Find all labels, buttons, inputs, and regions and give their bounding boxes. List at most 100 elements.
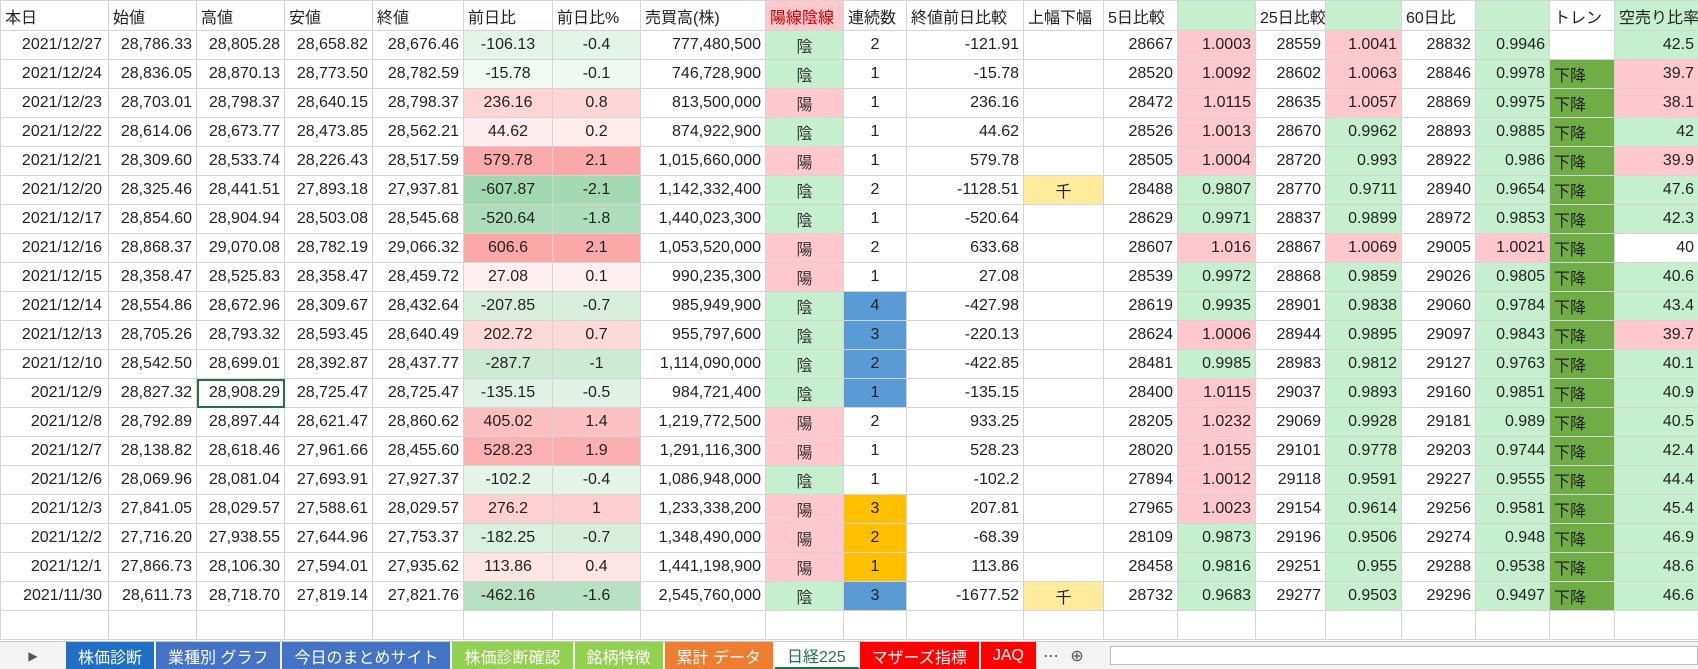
cell: 1.0063 xyxy=(1326,60,1402,89)
cell: 28,658.82 xyxy=(285,31,373,60)
sheet-tab[interactable]: 株価診断確認 xyxy=(452,642,574,669)
sheet-tab[interactable]: 業種別 グラフ xyxy=(156,642,282,669)
add-sheet-icon[interactable]: ⊕ xyxy=(1064,642,1090,669)
sheet-table: 本日始値高値安値終値前日比前日比%売買高(株)陽線陰線連続数終値前日比較上幅下幅… xyxy=(0,0,1698,640)
cell: 28,868.37 xyxy=(109,234,197,263)
cell: 28,718.70 xyxy=(197,582,285,611)
cell xyxy=(1024,408,1104,437)
horizontal-scrollbar[interactable] xyxy=(1110,646,1698,665)
cell: 47.6 xyxy=(1615,176,1698,205)
cell: 27,819.14 xyxy=(285,582,373,611)
cell: 0.9555 xyxy=(1476,466,1550,495)
empty-cell xyxy=(1104,611,1178,640)
cell: 0.9885 xyxy=(1476,118,1550,147)
cell: 29288 xyxy=(1402,553,1476,582)
cell: 933.25 xyxy=(907,408,1024,437)
cell: 40.5 xyxy=(1615,408,1698,437)
cell: 990,235,300 xyxy=(641,263,766,292)
cell: 28,081.04 xyxy=(197,466,285,495)
cell: 1,441,198,900 xyxy=(641,553,766,582)
cell: 1 xyxy=(844,263,907,292)
cell: 陽 xyxy=(766,524,844,553)
cell: 29101 xyxy=(1256,437,1326,466)
cell: 28,392.87 xyxy=(285,350,373,379)
sheet-tab[interactable]: 日経225 xyxy=(775,642,860,669)
cell: 27,938.55 xyxy=(197,524,285,553)
cell: 1,086,948,000 xyxy=(641,466,766,495)
cell: 38.1 xyxy=(1615,89,1698,118)
cell: 下降 xyxy=(1550,60,1615,89)
cell: 千 xyxy=(1024,176,1104,205)
empty-cell xyxy=(285,611,373,640)
cell: -0.4 xyxy=(553,466,641,495)
cell: 28922 xyxy=(1402,147,1476,176)
cell: 579.78 xyxy=(464,147,553,176)
sheet-tab[interactable]: 株価診断 xyxy=(66,642,156,669)
cell: 4 xyxy=(844,292,907,321)
cell: 28205 xyxy=(1104,408,1178,437)
empty-cell xyxy=(1,611,109,640)
cell: 27894 xyxy=(1104,466,1178,495)
column-header: 上幅下幅 xyxy=(1024,1,1104,31)
empty-cell xyxy=(373,611,464,640)
cell: 28832 xyxy=(1402,31,1476,60)
cell: 1 xyxy=(553,495,641,524)
cell: 28983 xyxy=(1256,350,1326,379)
cell: 113.86 xyxy=(464,553,553,582)
cell: 千 xyxy=(1024,582,1104,611)
tab-scroll-arrow[interactable]: ▶ xyxy=(0,642,66,669)
cell: 955,797,600 xyxy=(641,321,766,350)
cell: 2021/12/1 xyxy=(1,553,109,582)
column-header: 陽線陰線 xyxy=(766,1,844,31)
cell: 1.0023 xyxy=(1178,495,1256,524)
cell: 下降 xyxy=(1550,408,1615,437)
cell: 陽 xyxy=(766,437,844,466)
cell: 1,142,332,400 xyxy=(641,176,766,205)
cell: 2 xyxy=(844,176,907,205)
cell: 0.9853 xyxy=(1476,205,1550,234)
cell: 0.9506 xyxy=(1326,524,1402,553)
cell: 28,621.47 xyxy=(285,408,373,437)
more-tabs-icon[interactable]: ⋯ xyxy=(1038,642,1064,669)
cell: 29256 xyxy=(1402,495,1476,524)
cell: 28,672.96 xyxy=(197,292,285,321)
cell: 1.0013 xyxy=(1178,118,1256,147)
sheet-tab[interactable]: マザーズ指標 xyxy=(860,642,981,669)
sheet-tab[interactable]: 今日のまとめサイト xyxy=(282,642,452,669)
cell: 44.62 xyxy=(907,118,1024,147)
cell: 29005 xyxy=(1402,234,1476,263)
cell: 28846 xyxy=(1402,60,1476,89)
cell: -135.15 xyxy=(907,379,1024,408)
cell xyxy=(1024,234,1104,263)
empty-cell xyxy=(197,611,285,640)
cell: 28869 xyxy=(1402,89,1476,118)
cell: 1.0004 xyxy=(1178,147,1256,176)
column-header: 高値 xyxy=(197,1,285,31)
cell: 1 xyxy=(844,379,907,408)
cell: 28,699.01 xyxy=(197,350,285,379)
cell: 陰 xyxy=(766,60,844,89)
sheet-tab[interactable]: 累計 データ xyxy=(665,642,775,669)
cell: 28,533.74 xyxy=(197,147,285,176)
cell: 2021/12/20 xyxy=(1,176,109,205)
cell: 0.9873 xyxy=(1178,524,1256,553)
cell: 下降 xyxy=(1550,234,1615,263)
cell: 202.72 xyxy=(464,321,553,350)
sheet-tab[interactable]: JAQ xyxy=(981,642,1038,669)
cell: 2,545,760,000 xyxy=(641,582,766,611)
column-header: トレン xyxy=(1550,1,1615,31)
cell: 28,725.47 xyxy=(285,379,373,408)
cell xyxy=(1024,31,1104,60)
cell: 陰 xyxy=(766,176,844,205)
cell: 1.9 xyxy=(553,437,641,466)
cell: 0.9816 xyxy=(1178,553,1256,582)
sheet-tab[interactable]: 銘柄特徴 xyxy=(575,642,665,669)
cell xyxy=(1024,60,1104,89)
cell: 44.4 xyxy=(1615,466,1698,495)
cell: 29277 xyxy=(1256,582,1326,611)
